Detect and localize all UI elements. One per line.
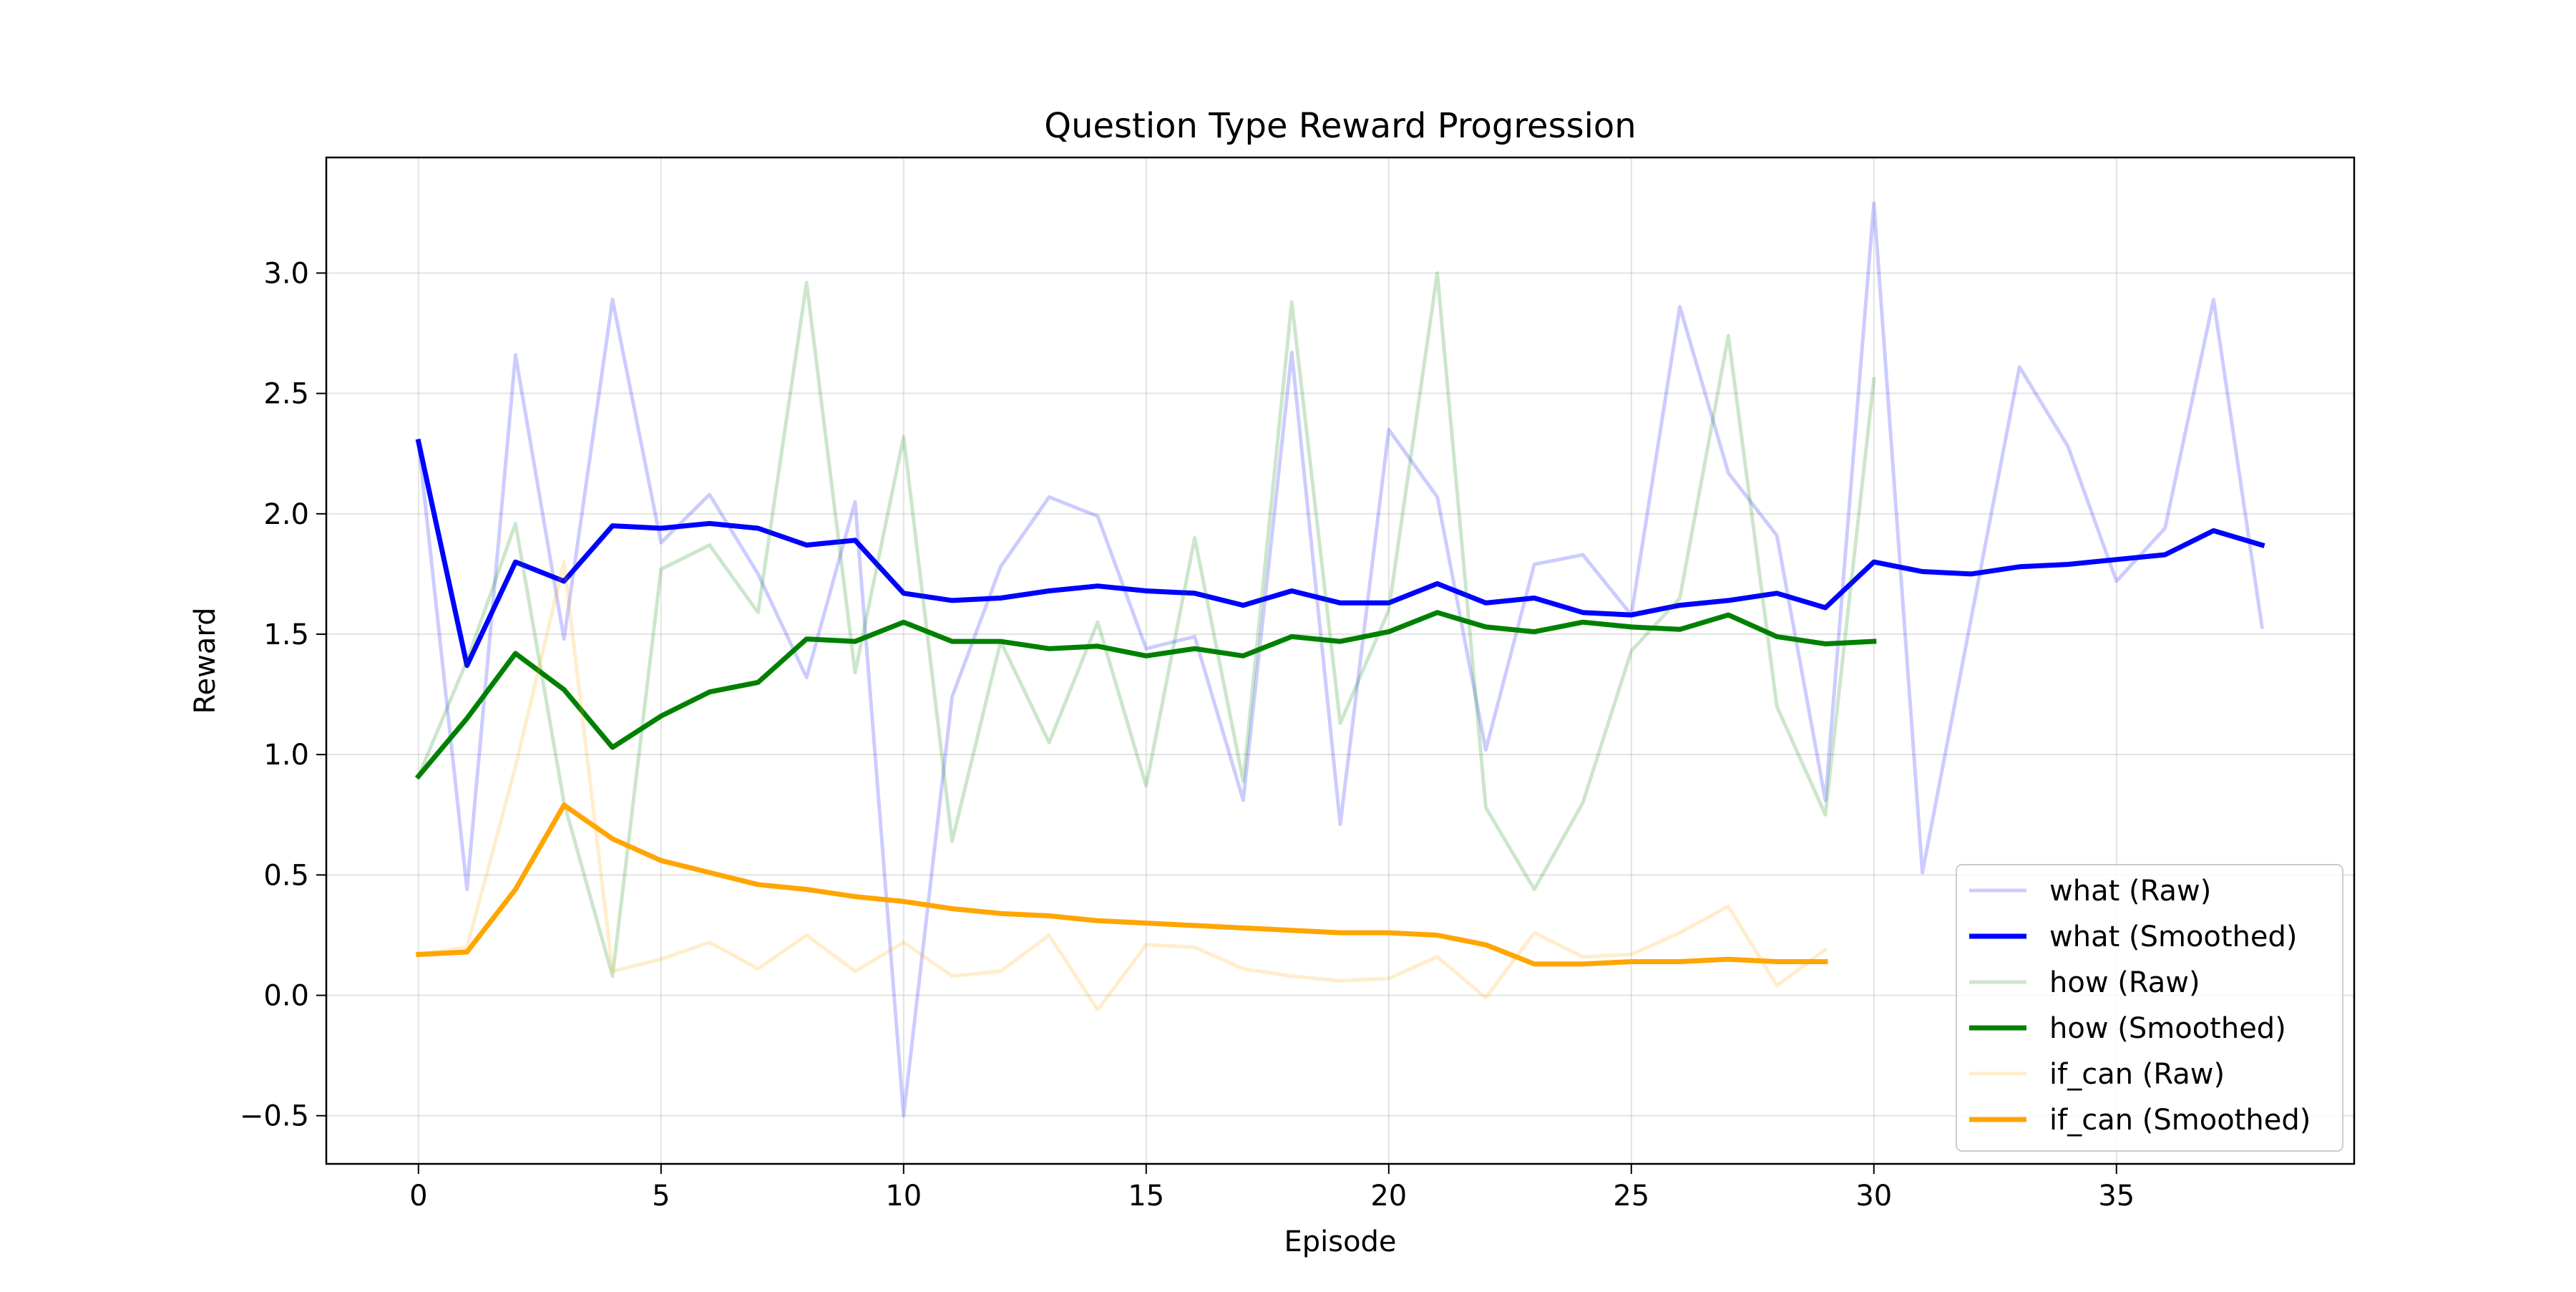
plot-frame — [325, 156, 2356, 1165]
chart-title: Question Type Reward Progression — [1044, 106, 1636, 146]
y-tick-label: −0.5 — [240, 1100, 309, 1133]
y-tick-label: 1.0 — [263, 739, 309, 772]
series-line-what-raw — [416, 201, 2265, 1118]
x-tick-label: 0 — [409, 1180, 427, 1213]
x-axis-title: Episode — [1284, 1225, 1396, 1258]
y-axis-title: Reward — [189, 608, 222, 714]
series-line-if-can-raw — [416, 560, 1828, 1012]
y-tick-label: 0.5 — [263, 859, 309, 892]
series-line-what-smoothed — [415, 438, 2265, 669]
x-tick-label: 25 — [1613, 1180, 1649, 1213]
legend-label: if_can (Smoothed) — [2049, 1104, 2311, 1137]
x-tick-label: 35 — [2098, 1180, 2135, 1213]
legend-label: how (Smoothed) — [2049, 1012, 2286, 1045]
x-tick-label: 30 — [1855, 1180, 1892, 1213]
x-tick-label: 20 — [1370, 1180, 1407, 1213]
legend-label: how (Raw) — [2049, 966, 2200, 999]
legend: what (Raw) what (Smoothed) how (Raw) how (S… — [1956, 864, 2343, 1152]
x-tick-label: 15 — [1128, 1180, 1164, 1213]
axis-ticks: 0 5 10 15 20 25 30 35 −0.5 0.0 0.5 1.0 1.5 2.0 2.5 3.0 — [240, 257, 2135, 1213]
y-tick-label: 3.0 — [263, 257, 309, 290]
y-tick-label: 1.5 — [263, 618, 309, 651]
series-line-how-smoothed — [414, 610, 1877, 780]
x-tick-label: 10 — [885, 1180, 922, 1213]
series-line-how-raw — [416, 271, 1876, 978]
legend-box — [1956, 864, 2343, 1152]
series-lines — [414, 201, 2265, 1118]
x-tick-label: 5 — [652, 1180, 670, 1213]
legend-label: if_can (Raw) — [2049, 1058, 2225, 1091]
legend-label: what (Smoothed) — [2049, 921, 2298, 953]
y-tick-label: 2.0 — [263, 498, 309, 531]
legend-label: what (Raw) — [2049, 875, 2211, 908]
y-tick-label: 2.5 — [263, 378, 309, 411]
y-tick-label: 0.0 — [263, 980, 309, 1013]
series-line-if-can-smoothed — [416, 802, 1828, 967]
